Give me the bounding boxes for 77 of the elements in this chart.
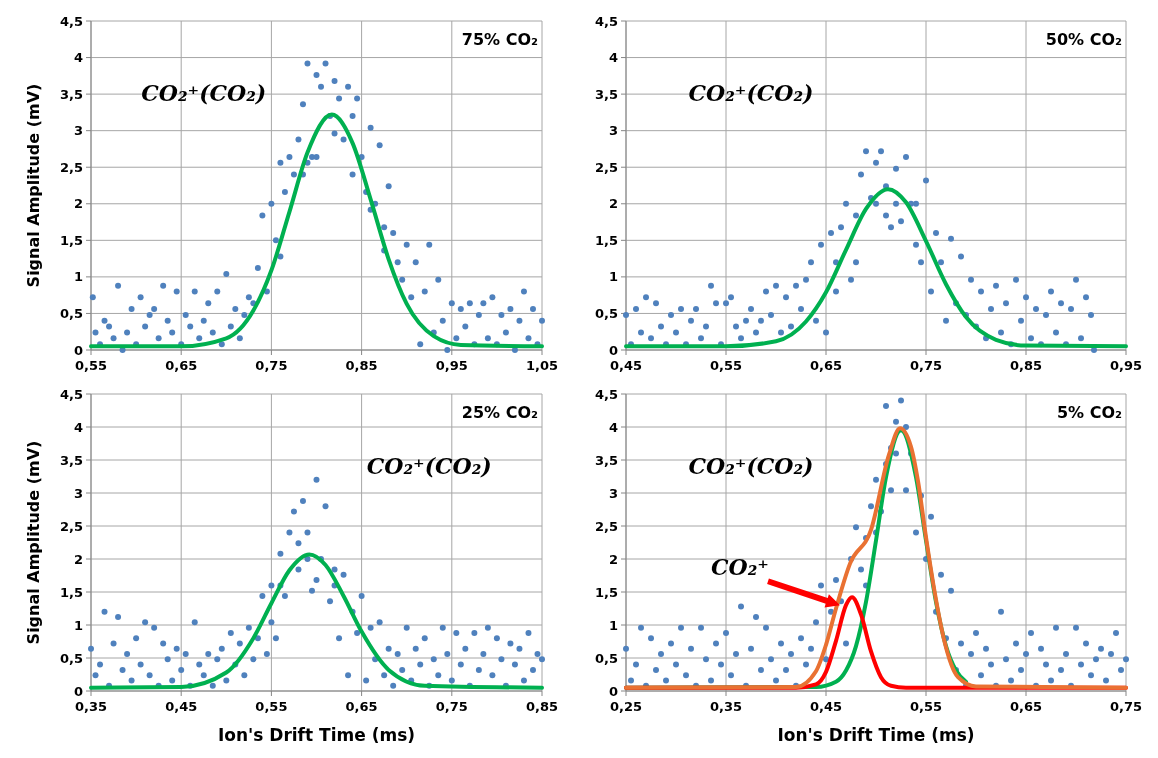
x-tick-label: 0,75	[255, 358, 288, 373]
y-tick-label: 0	[608, 342, 618, 358]
annotation: 5% CO₂	[1056, 403, 1122, 422]
x-tick-label: 0,35	[709, 699, 743, 714]
y-axis-title: Signal Amplitude (mV)	[24, 440, 43, 645]
y-tick-label: 4,5	[594, 13, 618, 29]
y-tick-label: 2,5	[594, 518, 618, 534]
x-tick-label: 0,65	[1009, 699, 1043, 714]
annotation: 25% CO₂	[461, 403, 538, 422]
y-tick-label: 0	[73, 683, 83, 699]
x-axis-title: Ion's Drift Time (ms)	[217, 725, 416, 745]
y-tick-label: 2	[73, 196, 83, 212]
y-tick-label: 4,5	[59, 386, 83, 402]
y-tick-label: 1,5	[59, 584, 83, 600]
y-tick-label: 2	[608, 551, 618, 567]
y-axis-title: Signal Amplitude (mV)	[24, 83, 43, 288]
y-tick-label: 4,5	[594, 386, 618, 402]
annotation: 50% CO₂	[1045, 30, 1122, 49]
x-tick-label: 0,45	[165, 699, 198, 714]
annotation: CO₂⁺	[711, 554, 769, 581]
x-tick-label: 0,55	[709, 358, 743, 373]
y-tick-label: 3,5	[594, 452, 618, 468]
annotation: CO₂⁺(CO₂)	[688, 453, 814, 479]
y-tick-label: 1	[73, 617, 83, 633]
annotation: CO₂⁺(CO₂)	[688, 80, 814, 106]
x-tick-label: 1,05	[525, 358, 559, 373]
x-tick-label: 0,65	[165, 358, 198, 373]
x-tick-label: 0,25	[609, 699, 643, 714]
annotation: CO₂⁺(CO₂)	[366, 453, 492, 479]
y-tick-label: 3	[73, 485, 83, 501]
x-tick-label: 0,85	[345, 358, 378, 373]
y-tick-label: 3	[608, 485, 618, 501]
y-tick-label: 4	[608, 419, 618, 435]
y-tick-label: 2,5	[59, 159, 83, 175]
y-tick-label: 0,5	[59, 305, 83, 321]
y-tick-label: 2	[608, 196, 618, 212]
x-tick-label: 0,65	[345, 699, 378, 714]
x-tick-label: 0,85	[1009, 358, 1043, 373]
x-tick-label: 0,45	[609, 358, 643, 373]
x-tick-label: 0,45	[809, 699, 843, 714]
y-tick-label: 2,5	[59, 518, 83, 534]
y-tick-label: 4	[73, 50, 83, 66]
y-tick-label: 3,5	[594, 86, 618, 102]
y-tick-label: 2,5	[594, 159, 618, 175]
x-tick-label: 0,65	[809, 358, 843, 373]
y-tick-label: 4	[73, 419, 83, 435]
y-tick-label: 3,5	[59, 86, 83, 102]
x-tick-label: 0,55	[255, 699, 288, 714]
x-tick-label: 0,85	[525, 699, 559, 714]
y-tick-label: 3,5	[59, 452, 83, 468]
y-tick-label: 0,5	[594, 305, 618, 321]
y-tick-label: 3	[608, 123, 618, 139]
y-tick-label: 2	[73, 551, 83, 567]
y-tick-label: 4	[608, 50, 618, 66]
y-tick-label: 1,5	[59, 232, 83, 248]
y-tick-label: 0,5	[59, 650, 83, 666]
y-tick-label: 1,5	[594, 232, 618, 248]
y-tick-label: 1	[73, 269, 83, 285]
y-tick-label: 1	[608, 617, 618, 633]
y-tick-label: 1	[608, 269, 618, 285]
x-tick-label: 0,55	[74, 358, 108, 373]
y-tick-label: 4,5	[59, 13, 83, 29]
x-tick-label: 0,75	[435, 699, 468, 714]
y-tick-label: 0,5	[594, 650, 618, 666]
x-tick-label: 0,55	[909, 699, 943, 714]
x-axis-title: Ion's Drift Time (ms)	[777, 725, 975, 745]
x-tick-label: 0,75	[909, 358, 943, 373]
x-tick-label: 0,95	[435, 358, 468, 373]
x-tick-label: 0,95	[1109, 358, 1143, 373]
y-tick-label: 3	[73, 123, 83, 139]
x-tick-label: 0,35	[74, 699, 108, 714]
y-tick-label: 1,5	[594, 584, 618, 600]
x-tick-label: 0,75	[1109, 699, 1143, 714]
y-tick-label: 0	[73, 342, 83, 358]
annotation: CO₂⁺(CO₂)	[141, 80, 267, 106]
annotation: 75% CO₂	[461, 30, 538, 49]
y-tick-label: 0	[608, 683, 618, 699]
